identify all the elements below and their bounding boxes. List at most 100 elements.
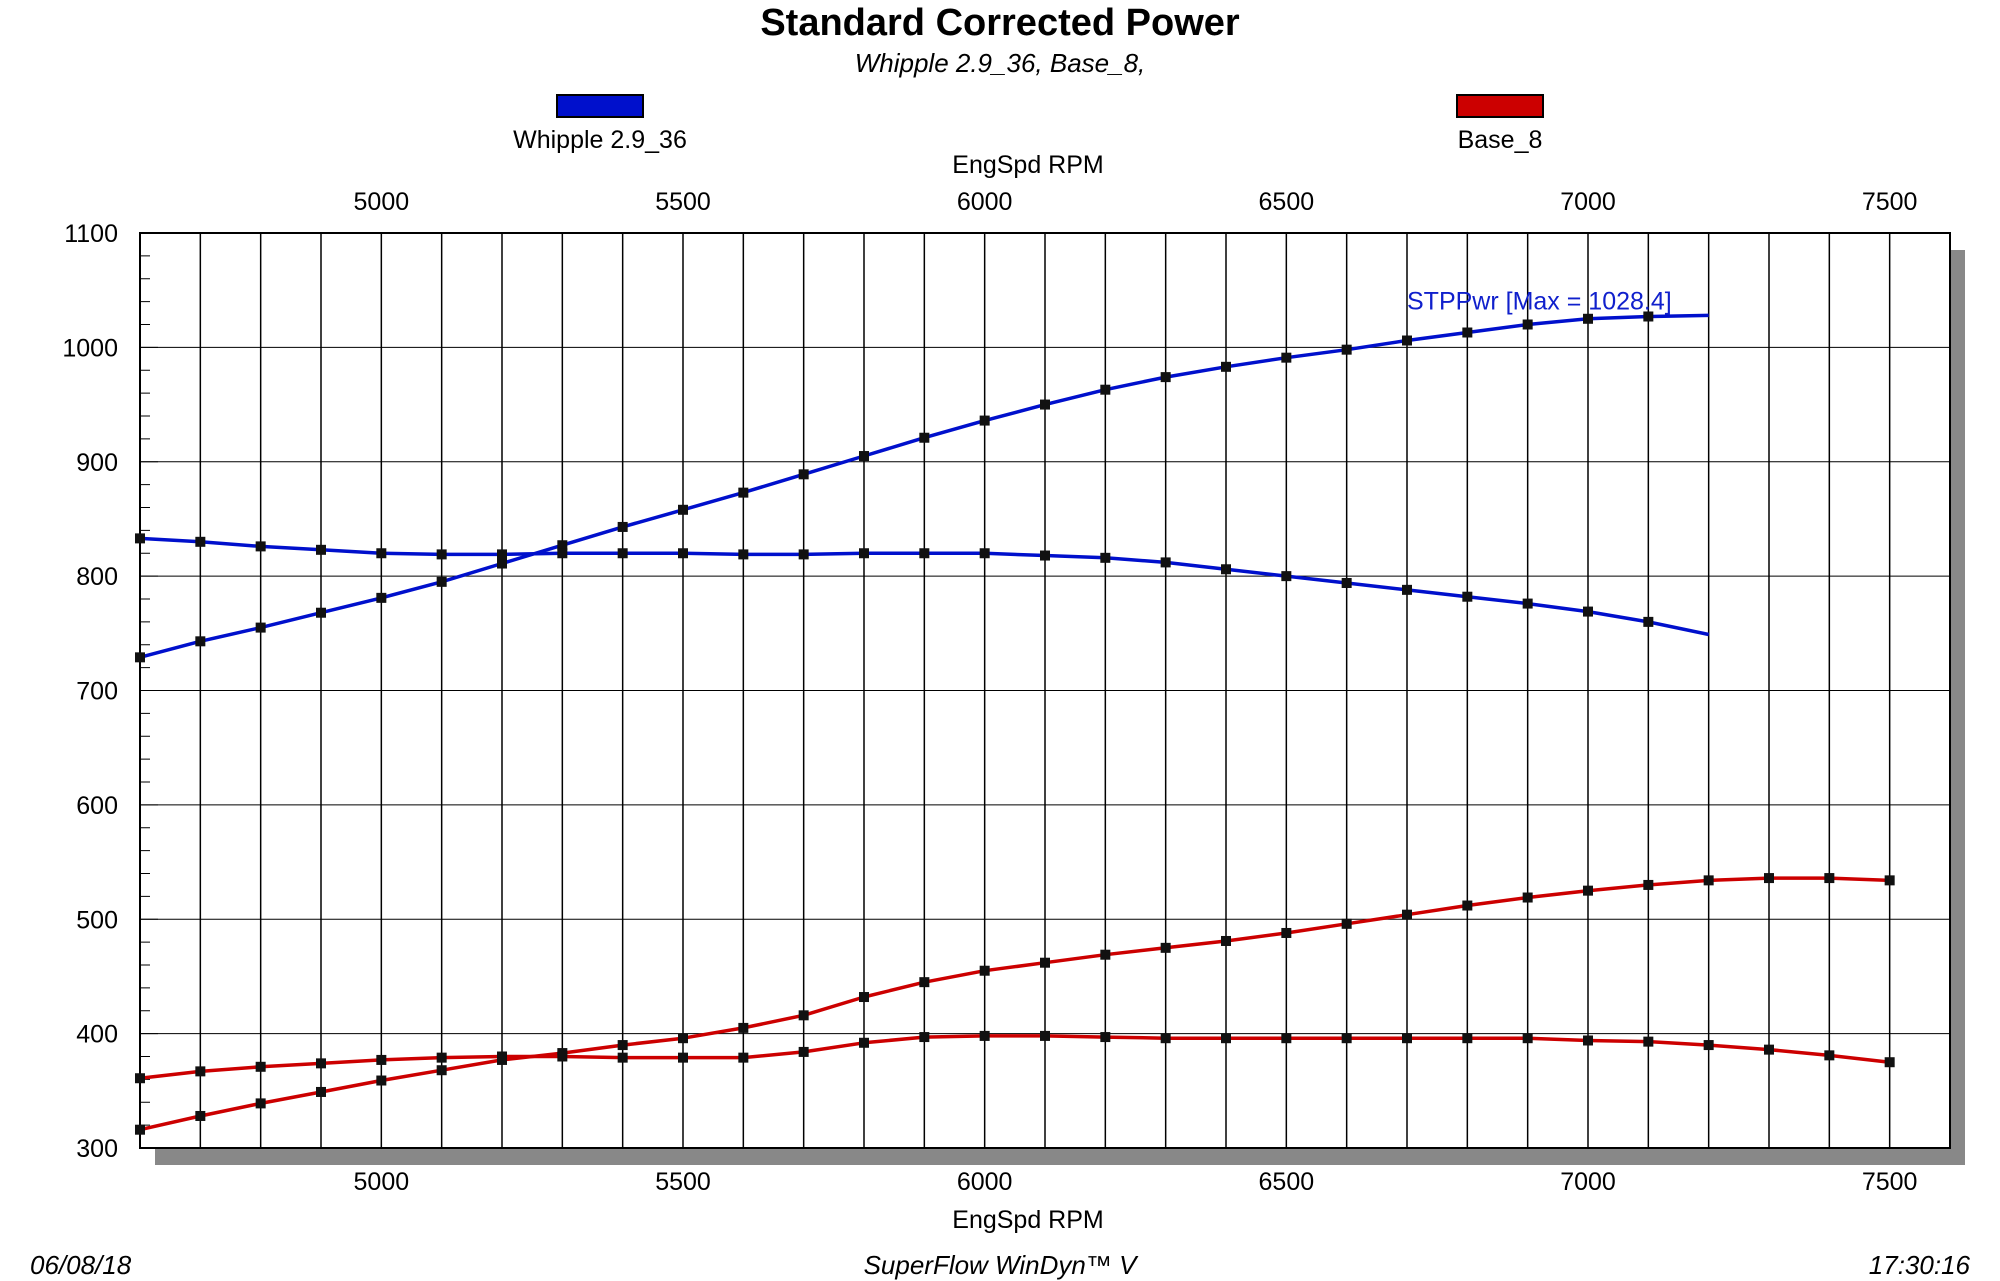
chart-title: Standard Corrected Power bbox=[760, 2, 1240, 44]
data-point bbox=[738, 1052, 749, 1063]
legend-item-base: Base_8 bbox=[1380, 94, 1620, 155]
x-tick-label-bottom: 5500 bbox=[655, 1168, 711, 1196]
data-point bbox=[1221, 935, 1231, 946]
x-tick-label-top: 6500 bbox=[1259, 188, 1315, 216]
x-tick-label-top: 7000 bbox=[1560, 188, 1616, 216]
y-tick-label: 900 bbox=[76, 449, 118, 477]
data-point bbox=[1040, 957, 1050, 968]
data-point bbox=[376, 1054, 387, 1065]
data-point bbox=[1100, 949, 1111, 960]
data-point bbox=[376, 592, 387, 603]
data-point bbox=[1522, 319, 1533, 330]
data-point bbox=[1160, 1033, 1171, 1044]
data-point bbox=[859, 1037, 869, 1048]
data-point bbox=[497, 1051, 507, 1062]
x-tick-label-bottom: 7500 bbox=[1862, 1168, 1918, 1196]
data-point bbox=[255, 541, 266, 552]
data-point bbox=[1040, 399, 1050, 410]
data-point bbox=[919, 548, 930, 559]
data-point bbox=[557, 1051, 568, 1062]
data-point bbox=[1402, 584, 1412, 595]
legend-label-base: Base_8 bbox=[1457, 126, 1543, 154]
legend-item-whipple: Whipple 2.9_36 bbox=[480, 94, 720, 155]
data-point bbox=[135, 1073, 145, 1084]
data-point bbox=[1221, 361, 1231, 372]
data-point bbox=[135, 533, 145, 544]
data-point bbox=[195, 536, 206, 547]
x-tick-label-bottom: 5000 bbox=[354, 1168, 410, 1196]
data-point bbox=[1643, 1036, 1654, 1047]
footer-software: SuperFlow WinDyn™ V bbox=[863, 1250, 1137, 1280]
data-point bbox=[1341, 1033, 1352, 1044]
legend-swatch-whipple bbox=[556, 94, 644, 118]
data-point bbox=[919, 432, 930, 443]
y-tick-label: 300 bbox=[76, 1135, 118, 1163]
y-tick-label: 800 bbox=[76, 563, 118, 591]
x-tick-label-top: 5000 bbox=[354, 188, 410, 216]
power-chart: 300 400 500 600 700 800 900 1000 1100 5000 5000 550… bbox=[62, 151, 1965, 1234]
data-point bbox=[1643, 311, 1654, 322]
data-point bbox=[1703, 1040, 1714, 1051]
data-point bbox=[798, 1046, 809, 1057]
data-point bbox=[617, 1040, 628, 1051]
data-point bbox=[1341, 344, 1352, 355]
data-point bbox=[1884, 1057, 1895, 1068]
y-tick-label: 700 bbox=[76, 678, 118, 706]
data-point bbox=[376, 1075, 387, 1086]
legend-label-whipple: Whipple 2.9_36 bbox=[513, 126, 687, 154]
x-tick-label-bottom: 6500 bbox=[1259, 1168, 1315, 1196]
data-point bbox=[1462, 591, 1473, 602]
data-point bbox=[316, 1058, 326, 1069]
data-point bbox=[798, 469, 809, 480]
data-point bbox=[436, 549, 447, 560]
data-point bbox=[497, 558, 507, 569]
footer-time: 17:30:16 bbox=[1868, 1250, 1970, 1280]
data-point bbox=[798, 549, 809, 560]
y-tick-label: 400 bbox=[76, 1021, 118, 1049]
data-point bbox=[678, 504, 688, 515]
x-tick-label-top: 7500 bbox=[1862, 188, 1918, 216]
data-point bbox=[1402, 1033, 1412, 1044]
data-point bbox=[436, 1065, 447, 1076]
data-point bbox=[738, 1022, 749, 1033]
data-point bbox=[1221, 1033, 1231, 1044]
data-point bbox=[1522, 598, 1533, 609]
x-axis-title-top: EngSpd RPM bbox=[952, 151, 1103, 179]
data-point bbox=[1824, 1050, 1835, 1061]
data-point bbox=[1160, 372, 1171, 383]
data-point bbox=[919, 1032, 930, 1043]
data-point bbox=[617, 1052, 628, 1063]
data-point bbox=[919, 977, 930, 988]
data-point bbox=[195, 1110, 206, 1121]
data-point bbox=[1160, 942, 1171, 953]
data-point bbox=[255, 1061, 266, 1072]
y-tick-label: 600 bbox=[76, 792, 118, 820]
data-point bbox=[135, 1124, 145, 1135]
data-point bbox=[738, 487, 749, 498]
data-point bbox=[316, 1086, 326, 1097]
data-point bbox=[617, 548, 628, 559]
data-point bbox=[979, 1030, 990, 1041]
data-point bbox=[1522, 1033, 1533, 1044]
y-tick-label: 1000 bbox=[62, 334, 118, 362]
data-point bbox=[557, 540, 568, 551]
data-point bbox=[1281, 1033, 1292, 1044]
data-point bbox=[497, 549, 507, 560]
data-point bbox=[678, 1052, 688, 1063]
data-point bbox=[738, 549, 749, 560]
footer-date: 06/08/18 bbox=[30, 1250, 132, 1280]
x-tick-label-top: 5500 bbox=[655, 188, 711, 216]
data-point bbox=[1583, 1035, 1593, 1046]
data-point bbox=[678, 548, 688, 559]
data-point bbox=[1462, 1033, 1473, 1044]
data-point bbox=[376, 548, 387, 559]
data-point bbox=[1462, 900, 1473, 911]
data-point bbox=[195, 1066, 206, 1077]
data-point bbox=[678, 1033, 688, 1044]
data-point bbox=[557, 548, 568, 559]
series-line-4 bbox=[139, 1034, 1890, 1080]
data-point bbox=[859, 451, 869, 462]
data-point bbox=[1522, 892, 1533, 903]
legend-swatch-base bbox=[1456, 94, 1544, 118]
data-point bbox=[1100, 384, 1111, 395]
